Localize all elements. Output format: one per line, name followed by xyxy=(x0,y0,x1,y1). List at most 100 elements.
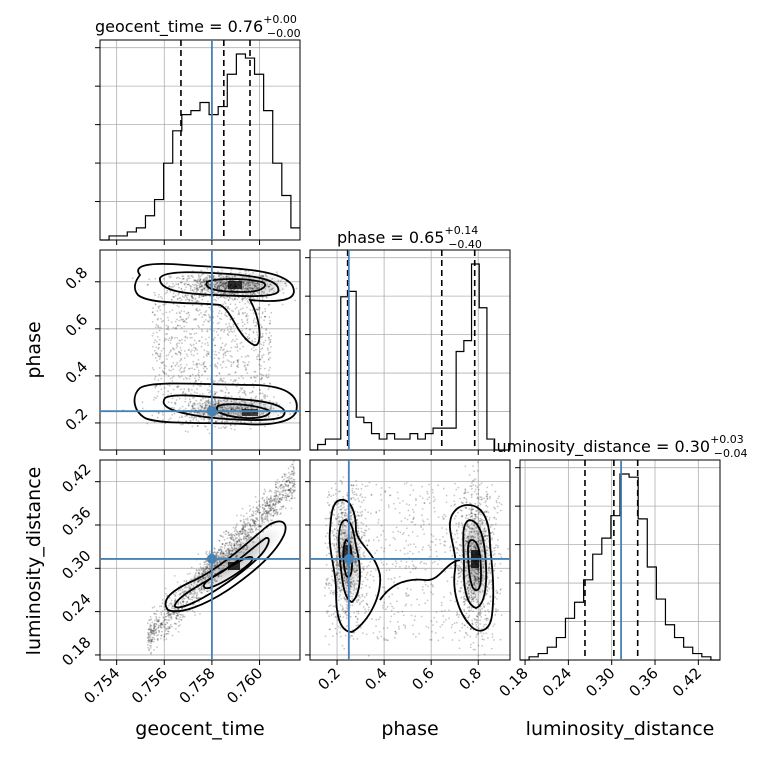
sample-point xyxy=(165,619,168,621)
sample-point xyxy=(154,314,156,317)
sample-point xyxy=(178,292,180,295)
sample-point xyxy=(263,521,265,524)
sample-point xyxy=(169,290,172,293)
panel-phase-histogram xyxy=(305,249,511,455)
sample-point xyxy=(244,356,247,358)
sample-point xyxy=(382,586,384,588)
sample-point xyxy=(153,612,155,615)
sample-point xyxy=(194,614,197,616)
sample-point xyxy=(280,491,283,493)
sample-point xyxy=(267,349,269,351)
sample-point xyxy=(240,520,242,522)
sample-point xyxy=(171,414,174,416)
sample-point xyxy=(282,480,284,482)
sample-point xyxy=(167,326,169,329)
sample-point xyxy=(346,625,348,628)
sample-point xyxy=(246,319,249,322)
sample-point xyxy=(292,467,295,470)
sample-point xyxy=(181,281,183,284)
sample-point xyxy=(291,497,294,499)
sample-point xyxy=(151,367,154,369)
sample-point xyxy=(203,370,206,372)
sample-point xyxy=(242,345,245,348)
sample-point xyxy=(170,392,173,395)
sample-point xyxy=(153,638,156,641)
sample-point xyxy=(198,326,201,329)
sample-point xyxy=(203,425,206,427)
sample-point xyxy=(155,385,158,387)
sample-point xyxy=(157,390,160,393)
sample-point xyxy=(329,592,332,595)
sample-point xyxy=(269,383,272,385)
sample-point xyxy=(248,329,251,331)
sample-point xyxy=(291,485,294,488)
sample-point xyxy=(324,586,326,589)
sample-point xyxy=(356,610,358,613)
sample-point xyxy=(214,425,217,428)
sample-point xyxy=(362,565,365,568)
sample-point xyxy=(231,533,234,536)
sample-point xyxy=(234,303,237,306)
sample-point xyxy=(281,475,284,478)
sample-point xyxy=(237,363,240,366)
sample-point xyxy=(213,394,216,396)
sample-point xyxy=(484,623,487,626)
sample-point xyxy=(195,287,198,290)
sample-point xyxy=(252,312,255,315)
sample-point xyxy=(191,425,194,428)
sample-point xyxy=(154,339,157,342)
sample-point xyxy=(201,298,204,301)
sample-point xyxy=(222,352,225,355)
sample-point xyxy=(265,505,268,507)
sample-point xyxy=(165,333,168,335)
sample-point xyxy=(208,550,211,553)
sample-point xyxy=(196,288,198,290)
sample-point xyxy=(293,497,296,499)
sample-point xyxy=(207,353,210,356)
sample-point xyxy=(236,298,239,301)
sample-point xyxy=(188,298,191,301)
sample-point xyxy=(257,525,260,528)
sample-point xyxy=(214,363,217,366)
sample-point xyxy=(264,310,267,313)
sample-point xyxy=(169,377,172,380)
sample-point xyxy=(153,634,156,636)
sample-point xyxy=(192,418,195,421)
truth-point xyxy=(206,406,217,417)
sample-point xyxy=(234,335,237,337)
sample-point xyxy=(177,614,179,617)
sample-point xyxy=(197,373,200,376)
sample-point xyxy=(166,291,168,294)
sample-point xyxy=(191,373,194,376)
sample-point xyxy=(194,374,197,377)
sample-point xyxy=(153,378,156,380)
sample-point xyxy=(175,326,178,329)
sample-point xyxy=(183,580,186,583)
sample-point xyxy=(208,391,210,394)
sample-point xyxy=(278,501,281,504)
sample-point xyxy=(189,285,192,288)
sample-point xyxy=(219,337,222,340)
sample-point xyxy=(183,367,186,370)
sample-point xyxy=(278,485,281,488)
sample-point xyxy=(245,332,247,335)
sample-point xyxy=(153,632,155,635)
sample-point xyxy=(152,332,155,335)
sample-point xyxy=(280,508,283,510)
sample-point xyxy=(193,278,196,281)
sample-point xyxy=(238,377,240,379)
sample-point xyxy=(157,620,159,622)
sample-point xyxy=(196,309,198,312)
sample-point xyxy=(230,365,233,368)
sample-point xyxy=(287,495,290,498)
sample-point xyxy=(203,418,206,421)
sample-point xyxy=(252,319,255,322)
sample-point xyxy=(225,366,228,369)
sample-point xyxy=(337,520,340,523)
sample-point xyxy=(193,333,196,335)
sample-point xyxy=(209,328,212,331)
sample-point xyxy=(266,498,268,501)
sample-point xyxy=(189,420,192,423)
sample-point xyxy=(197,420,200,422)
